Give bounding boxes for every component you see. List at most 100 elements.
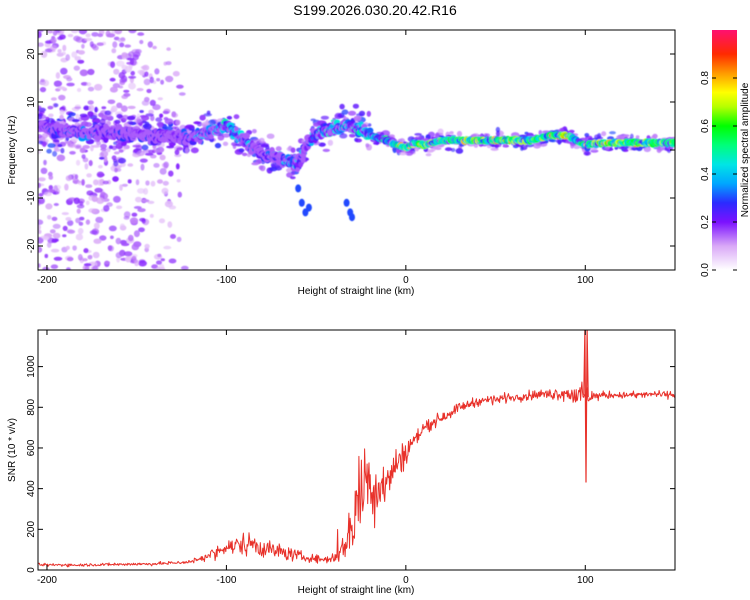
spectrogram-noise-blob xyxy=(137,32,145,36)
spectrogram-noise-blob xyxy=(109,77,116,82)
spectrogram-noise-blob xyxy=(146,88,152,94)
spectrogram-noise-blob xyxy=(56,154,66,162)
spectrogram-noise-blob xyxy=(88,160,93,167)
spectrogram-halo-blob xyxy=(115,143,123,150)
spectrogram-noise-blob xyxy=(96,171,105,178)
spectrogram-noise-blob xyxy=(123,93,131,97)
spectrogram-halo-blob xyxy=(449,131,454,135)
spectrogram-halo-blob xyxy=(155,117,163,122)
spectrogram-noise-blob xyxy=(38,177,46,182)
spectrogram-noise-blob xyxy=(92,265,98,270)
spectrogram-halo-blob xyxy=(349,133,356,138)
spectrogram-noise-blob xyxy=(127,163,134,167)
spectrogram-halo-blob xyxy=(141,144,149,151)
spectrogram-noise-blob xyxy=(149,76,154,84)
spectrogram-noise-blob xyxy=(150,180,156,187)
colorbar-tick-label: 0.4 xyxy=(700,167,711,181)
spectrogram-halo-blob xyxy=(568,129,575,134)
spectrogram-noise-blob xyxy=(42,236,50,241)
spectrogram-noise-blob xyxy=(55,72,61,79)
spectrogram-noise-blob xyxy=(38,42,44,47)
spectrogram-noise-blob xyxy=(69,143,76,148)
spectrogram-noise-blob xyxy=(73,35,81,42)
spectrogram-halo-blob xyxy=(104,110,112,116)
spectrogram-halo-blob xyxy=(334,112,342,120)
spectrogram-halo-blob xyxy=(347,110,357,116)
spectrogram-y-tick-label: -10 xyxy=(26,190,37,205)
spectrogram-halo-blob xyxy=(473,143,479,148)
spectrogram-halo-blob xyxy=(185,124,195,129)
spectrogram-ridge-blob xyxy=(242,132,251,139)
spectrogram-noise-blob xyxy=(94,187,103,193)
spectrogram-noise-blob xyxy=(60,67,68,75)
spectrogram-halo-blob xyxy=(148,149,154,154)
spectrogram-noise-blob xyxy=(131,243,140,251)
spectrogram-halo-blob xyxy=(414,146,419,152)
spectrogram-halo-blob xyxy=(233,114,240,120)
spectrogram-noise-blob xyxy=(147,200,155,204)
spectrogram-noise-blob xyxy=(84,37,93,42)
colorbar-label: Normalized spectral amplitude xyxy=(740,82,750,217)
spectrogram-noise-blob xyxy=(128,234,134,242)
spectrogram-halo-blob xyxy=(630,147,639,151)
spectrogram-noise-blob xyxy=(113,68,120,75)
spectrogram-noise-blob xyxy=(121,52,128,58)
spectrogram-halo-blob xyxy=(258,165,264,170)
spectrogram-halo-blob xyxy=(159,154,166,161)
spectrogram-noise-blob xyxy=(50,264,59,270)
snr-frame xyxy=(37,329,676,571)
spectrogram-halo-blob xyxy=(60,147,65,154)
spectrogram-noise-blob xyxy=(85,184,93,189)
spectrogram-halo-blob xyxy=(358,110,366,117)
spectrogram-halo-blob xyxy=(154,149,160,153)
spectrogram-noise-blob xyxy=(43,159,47,166)
spectrogram-y-axis-label: Frequency (Hz) xyxy=(7,116,18,185)
spectrogram-noise-blob xyxy=(76,208,81,214)
spectrogram-noise-blob xyxy=(128,82,136,90)
spectrogram-noise-blob xyxy=(110,235,114,240)
spectrogram-halo-blob xyxy=(174,149,180,156)
spectrogram-noise-blob xyxy=(81,154,86,160)
spectrogram-halo-blob xyxy=(96,141,102,146)
spectrogram-noise-blob xyxy=(136,88,144,92)
spectrogram-noise-blob xyxy=(73,65,81,71)
spectrogram-halo-blob xyxy=(57,143,63,148)
spectrogram-noise-blob xyxy=(75,113,80,121)
colorbar-tick-label: 0.0 xyxy=(700,263,711,277)
spectrogram-noise-blob xyxy=(59,34,66,40)
spectrogram-halo-blob xyxy=(190,147,199,154)
spectrogram-noise-blob xyxy=(108,225,117,232)
spectrogram-halo-blob xyxy=(339,103,345,110)
colorbar: 0.0 0.2 0.4 0.6 0.8 Normalized spectral ampl… xyxy=(700,30,750,277)
spectrogram-noise-blob xyxy=(163,161,170,169)
spectrogram-noise-blob xyxy=(75,233,84,241)
spectrogram-halo-blob xyxy=(366,110,371,117)
spectrogram-halo-blob xyxy=(520,146,524,151)
spectrogram-halo-blob xyxy=(327,139,334,146)
spectrogram-noise-blob xyxy=(40,50,48,58)
spectrogram-noise-blob xyxy=(38,248,41,252)
spectrogram-noise-blob xyxy=(162,180,169,186)
spectrogram-noise-blob xyxy=(152,45,157,50)
spectrogram-noise-blob xyxy=(62,44,67,52)
spectrogram-noise-blob xyxy=(113,195,121,203)
spectrogram-halo-blob xyxy=(74,106,82,110)
spectrogram-noise-blob xyxy=(81,43,85,49)
spectrogram-halo-blob xyxy=(290,176,296,180)
snr-y-tick-label: 200 xyxy=(26,521,37,538)
spectrogram-halo-blob xyxy=(38,105,42,110)
spectrogram-noise-blob xyxy=(135,49,142,54)
spectrogram-noise-blob xyxy=(172,70,180,77)
spectrogram-noise-blob xyxy=(50,97,57,101)
spectrogram-noise-blob xyxy=(112,41,118,48)
spectrogram-branch-blob xyxy=(349,213,355,222)
spectrogram-ridge-blob xyxy=(670,138,675,146)
spectrogram-noise-blob xyxy=(61,212,69,216)
spectrogram-noise-blob xyxy=(116,205,123,210)
spectrogram-noise-blob xyxy=(170,234,176,239)
spectrogram-noise-blob xyxy=(93,238,102,244)
spectrogram-noise-blob xyxy=(104,260,110,265)
spectrogram-blobs xyxy=(38,30,675,270)
spectrogram-halo-blob xyxy=(434,147,442,151)
spectrogram-noise-blob xyxy=(77,88,82,92)
